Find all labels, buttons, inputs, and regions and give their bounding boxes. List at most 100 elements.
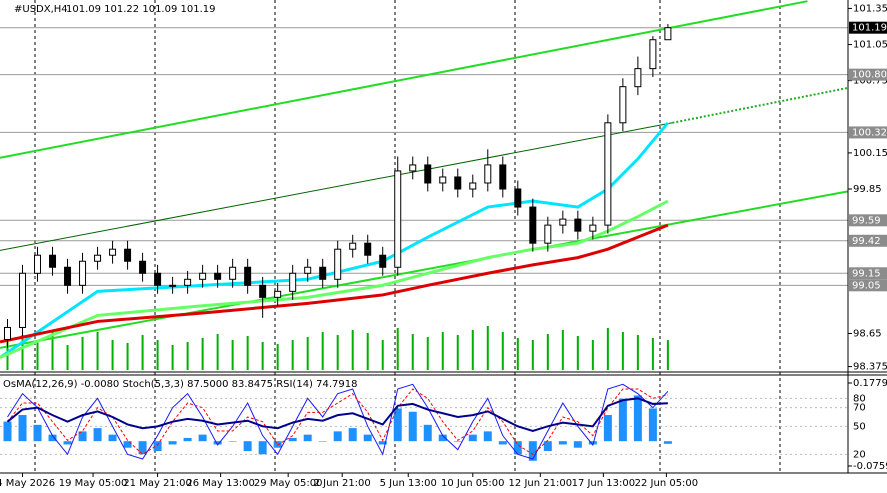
volume-bar [651, 338, 654, 370]
osma-bar [123, 441, 132, 448]
osma-bar [198, 434, 207, 442]
osma-bar [228, 441, 237, 442]
volume-bar [276, 344, 279, 370]
osma-bar [423, 424, 432, 442]
candle-body [214, 272, 222, 280]
price-level-label: 99.42 [852, 236, 881, 247]
volume-bar [456, 335, 459, 370]
candle-body [169, 284, 177, 287]
volume-bar [216, 334, 219, 370]
volume-bar [261, 342, 264, 370]
volume-bar [21, 335, 24, 370]
volume-bar [501, 332, 504, 370]
osma-bar [498, 441, 507, 445]
osma-bar [18, 415, 27, 442]
osma-bar [348, 428, 357, 442]
osma-bar [438, 434, 447, 442]
osma-bar [333, 431, 342, 442]
candle-body [379, 254, 387, 268]
ohlc-values: 101.09 101.22 101.09 101.19 [66, 4, 216, 15]
candle-body [394, 170, 402, 268]
trendline [672, 86, 849, 124]
indicator-line [7, 383, 669, 460]
candle-body [94, 254, 102, 262]
candle-body [274, 290, 282, 298]
osma-bar [33, 424, 42, 442]
x-tick-label: 22 Jun 05:00 [635, 478, 699, 489]
volume-bar [531, 340, 534, 370]
y2-tick-label: 0.1779 [853, 378, 887, 389]
volume-bar [306, 337, 309, 370]
candle-body [499, 164, 507, 190]
price-level-box [849, 126, 887, 139]
candle-body [364, 242, 372, 256]
volume-bar [606, 328, 609, 370]
osma-bar [258, 441, 267, 455]
candle-body [49, 254, 57, 268]
volume-bar [576, 336, 579, 370]
candle-body [409, 164, 417, 172]
osma-bar [573, 441, 582, 448]
osma-bar [3, 421, 12, 442]
price-level-box [849, 68, 887, 81]
candle-body [559, 218, 567, 226]
y-tick-label: 70 [853, 403, 866, 414]
indicator-title: OsMA(12,26,9) -0.0080 Stoch(5,3,3) 87.50… [3, 379, 358, 390]
y-tick-label: 20 [853, 449, 866, 460]
moving-average [0, 121, 670, 359]
candle-body [664, 27, 672, 41]
volume-bar [81, 337, 84, 370]
volume-bar [201, 338, 204, 370]
y2-tick-label: -0.0759 [853, 461, 887, 472]
osma-bar [288, 437, 297, 442]
volume-bar [666, 340, 669, 370]
volume-bar [351, 330, 354, 370]
x-tick-label: 26 May 13:00 [186, 478, 255, 489]
osma-bar [183, 437, 192, 442]
volume-bar [321, 332, 324, 370]
osma-bar [648, 408, 657, 442]
candle-body [259, 284, 267, 298]
trendline [0, 190, 849, 349]
osma-bar [138, 441, 147, 455]
x-tick-label: 29 May 05:00 [254, 478, 323, 489]
osma-bar [633, 395, 642, 442]
x-tick-label: 21 May 21:00 [123, 478, 192, 489]
candle-body [544, 224, 552, 244]
x-tick-label: 14 May 2026 [0, 478, 55, 489]
volume-bar [441, 332, 444, 370]
volume-bar [426, 337, 429, 370]
candle-body [199, 272, 207, 280]
candle-body [34, 254, 42, 274]
moving-average [0, 223, 669, 344]
volume-bar [636, 335, 639, 370]
volume-bar [591, 340, 594, 370]
candle-body [469, 182, 477, 190]
candle-body [439, 176, 447, 184]
y-tick-label: 100.15 [853, 148, 887, 159]
y-tick-label: 98.65 [853, 328, 882, 339]
x-tick-label: 19 May 05:00 [59, 478, 128, 489]
candle-body [124, 248, 132, 262]
y-tick-label: 98.375 [853, 362, 887, 373]
price-level-box [849, 234, 887, 247]
osma-bar [408, 411, 417, 442]
trendline [0, 122, 673, 251]
candle-body [334, 248, 342, 280]
candle-body [79, 260, 87, 286]
x-tick-label: 5 Jun 13:00 [380, 478, 437, 489]
osma-bar [78, 431, 87, 442]
symbol-title: #USDX,H4 [14, 4, 68, 15]
volume-bar [141, 335, 144, 370]
volume-bar [291, 340, 294, 370]
osma-bar [363, 434, 372, 442]
x-tick-label: 2 Jun 21:00 [314, 478, 371, 489]
osma-bar [453, 441, 462, 442]
candle-body [454, 176, 462, 190]
candle-body [589, 224, 597, 232]
volume-bar [516, 338, 519, 370]
osma-bar [618, 398, 627, 442]
price-level-label: 99.15 [852, 268, 881, 279]
